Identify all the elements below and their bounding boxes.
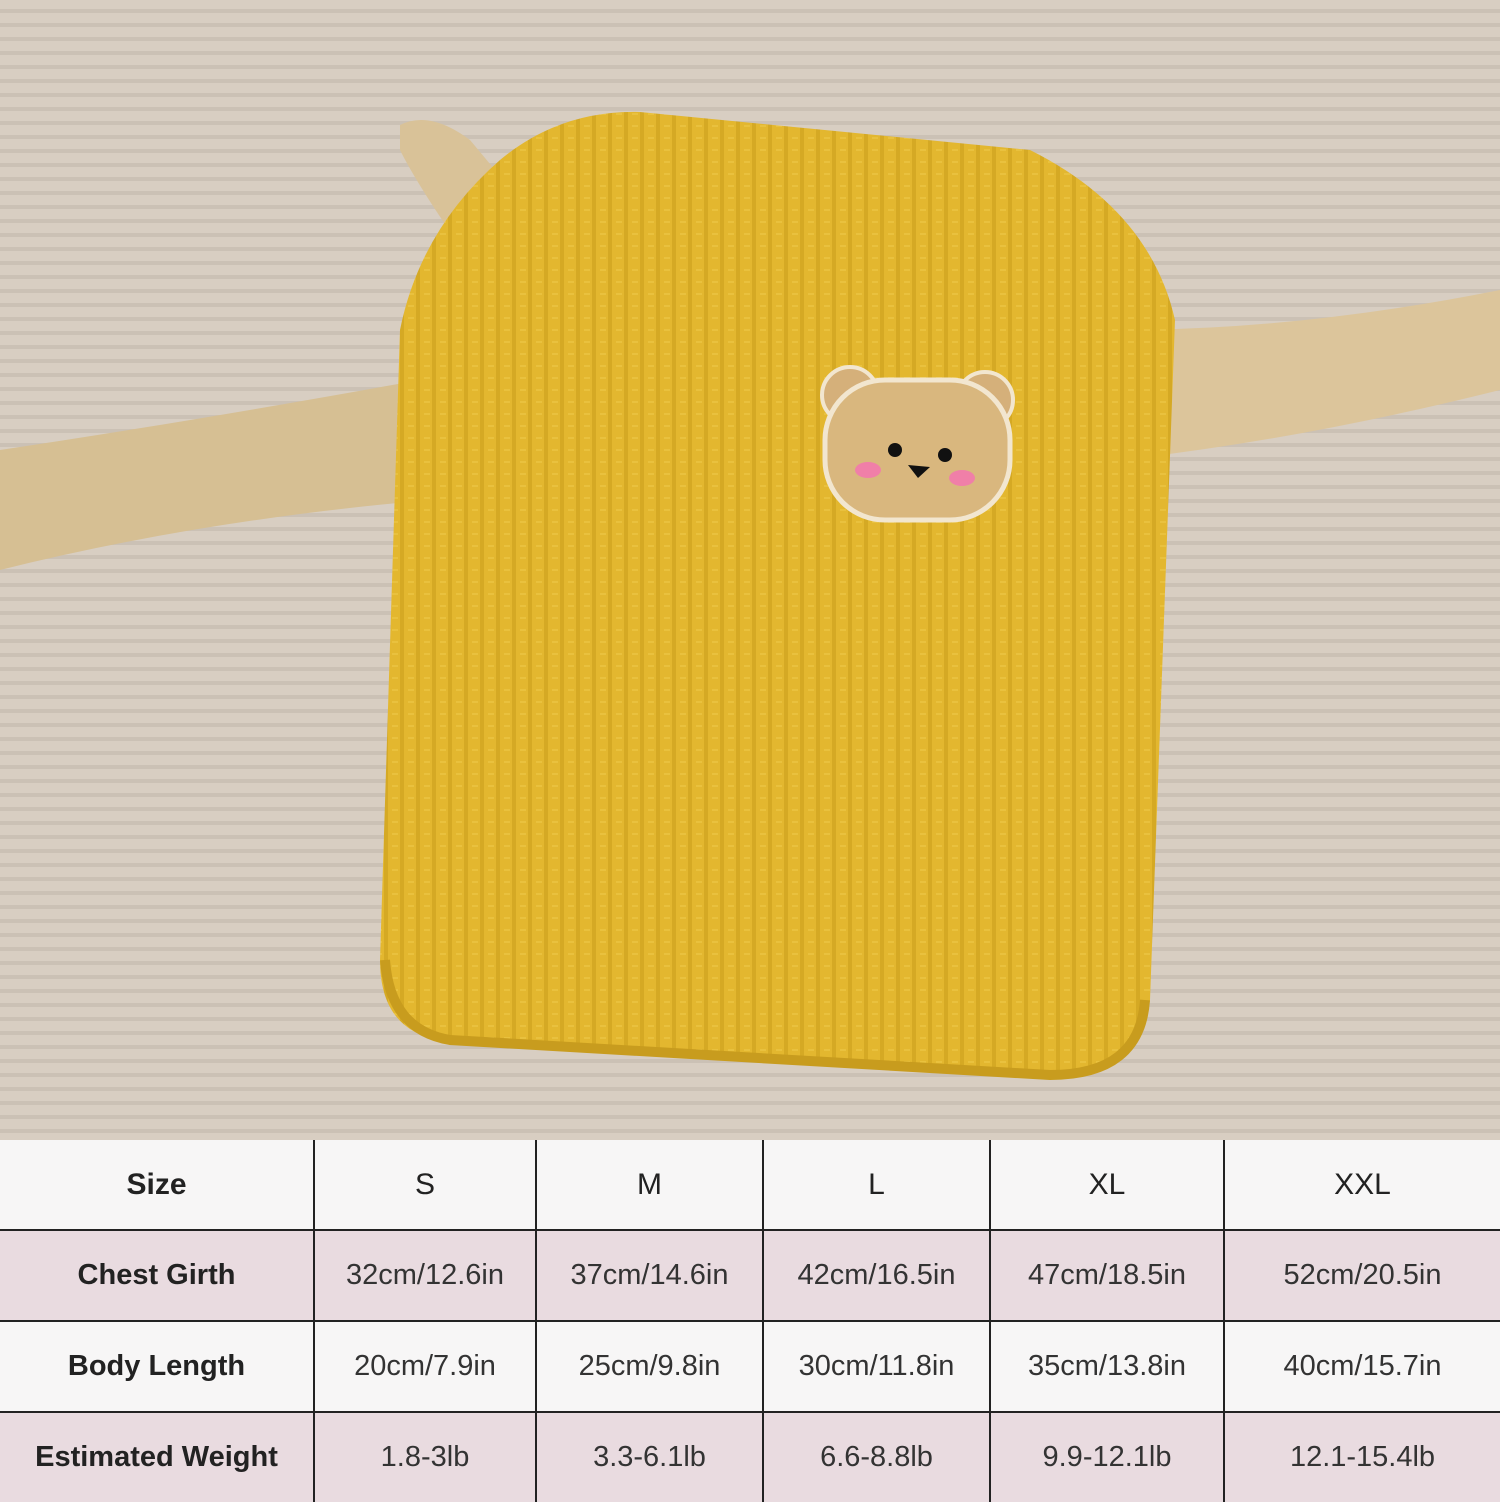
branch: [0, 120, 1500, 570]
header-s: S: [313, 1140, 537, 1231]
table-row: Chest Girth 32cm/12.6in 37cm/14.6in 42cm…: [0, 1229, 1500, 1322]
table-cell: 9.9-12.1lb: [989, 1411, 1225, 1502]
table-cell: 6.6-8.8lb: [762, 1411, 991, 1502]
bear-patch-icon: [820, 365, 1015, 523]
table-cell: 47cm/18.5in: [989, 1229, 1225, 1322]
table-cell: 42cm/16.5in: [762, 1229, 991, 1322]
header-m: M: [535, 1140, 764, 1231]
size-chart-table: Size S M L XL XXL Chest Girth 32cm/12.6i…: [0, 1140, 1500, 1502]
table-cell: 25cm/9.8in: [535, 1320, 764, 1413]
table-cell: 20cm/7.9in: [313, 1320, 537, 1413]
row-label: Chest Girth: [0, 1229, 315, 1322]
table-cell: 52cm/20.5in: [1223, 1229, 1500, 1322]
row-label: Body Length: [0, 1320, 315, 1413]
table-cell: 35cm/13.8in: [989, 1320, 1225, 1413]
table-cell: 30cm/11.8in: [762, 1320, 991, 1413]
row-label: Estimated Weight: [0, 1411, 315, 1502]
yellow-vest: [380, 111, 1175, 1076]
table-cell: 3.3-6.1lb: [535, 1411, 764, 1502]
table-cell: 1.8-3lb: [313, 1411, 537, 1502]
table-cell: 40cm/15.7in: [1223, 1320, 1500, 1413]
header-xxl: XXL: [1223, 1140, 1500, 1231]
table-row: Estimated Weight 1.8-3lb 3.3-6.1lb 6.6-8…: [0, 1411, 1500, 1502]
header-xl: XL: [989, 1140, 1225, 1231]
header-l: L: [762, 1140, 991, 1231]
table-cell: 12.1-15.4lb: [1223, 1411, 1500, 1502]
product-photo: [0, 0, 1500, 1140]
table-cell: 37cm/14.6in: [535, 1229, 764, 1322]
table-cell: 32cm/12.6in: [313, 1229, 537, 1322]
header-size: Size: [0, 1140, 315, 1231]
table-header-row: Size S M L XL XXL: [0, 1140, 1500, 1231]
table-row: Body Length 20cm/7.9in 25cm/9.8in 30cm/1…: [0, 1320, 1500, 1413]
